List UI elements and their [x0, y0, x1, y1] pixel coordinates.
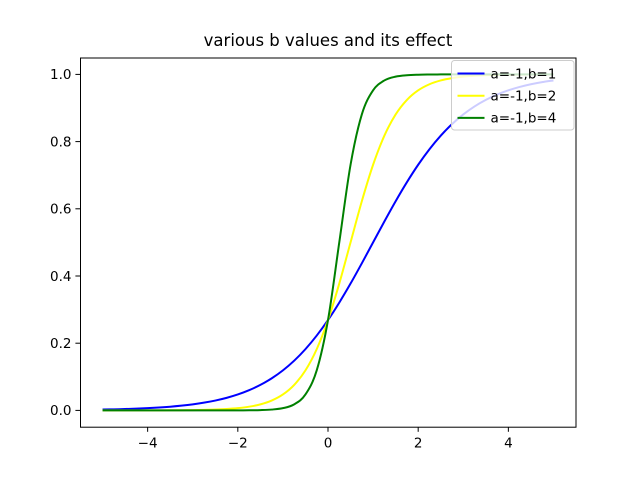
x-tick-label: −2 [228, 436, 248, 452]
legend: a=-1,b=1 a=-1,b=2 a=-1,b=4 [451, 60, 575, 131]
y-tick-label: 0.2 [50, 336, 71, 352]
legend-label-2: a=-1,b=4 [491, 111, 557, 127]
x-tick-label: 2 [414, 436, 423, 452]
x-tick-label: −4 [138, 436, 158, 452]
y-tick-label: 0.4 [50, 269, 71, 285]
x-tick-label: 0 [324, 436, 333, 452]
y-tick-label: 0.0 [50, 403, 71, 419]
x-tick-label: 4 [504, 436, 513, 452]
y-tick-label: 1.0 [50, 67, 71, 83]
legend-label-1: a=-1,b=2 [491, 89, 557, 105]
axes-frame [80, 57, 577, 428]
legend-frame [451, 60, 575, 131]
y-tick-label: 0.6 [50, 202, 71, 218]
y-tick-label: 0.8 [50, 134, 71, 150]
chart-title: various b values and its effect [204, 31, 453, 50]
axes-ticks: −4 −2 0 2 4 0.0 0.2 0.4 0.6 0.8 1.0 [50, 67, 513, 451]
legend-label-0: a=-1,b=1 [491, 66, 557, 82]
